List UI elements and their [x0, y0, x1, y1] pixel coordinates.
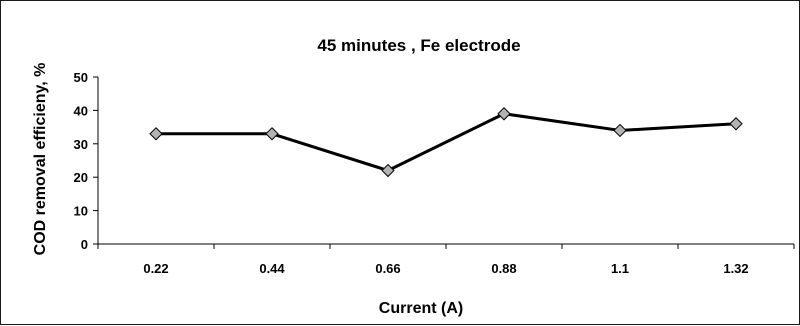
- y-tick-label: 30: [74, 137, 88, 152]
- data-point: [613, 123, 627, 138]
- y-tick-label: 20: [74, 170, 88, 185]
- chart-title: 45 minutes , Fe electrode: [317, 36, 520, 55]
- x-axis-label: Current (A): [379, 300, 463, 317]
- data-point: [729, 117, 743, 131]
- axes: [97, 77, 794, 245]
- x-tick-label: 0.88: [491, 261, 516, 276]
- y-axis-label: COD removal efficieny, %: [32, 63, 49, 256]
- x-tick-label: 1.32: [723, 261, 748, 276]
- data-point: [497, 107, 511, 121]
- y-tick-label: 0: [81, 237, 88, 252]
- x-tick-label: 0.44: [259, 261, 285, 276]
- series-line: [156, 112, 737, 173]
- data-point: [381, 163, 395, 178]
- x-ticks: 0.22 0.44 0.66 0.88 1.1 1.32: [97, 244, 795, 276]
- y-tick-label: 50: [74, 70, 88, 85]
- x-tick-label: 0.22: [143, 261, 168, 276]
- x-tick-label: 1.1: [611, 261, 629, 276]
- series-layer: [149, 107, 743, 178]
- data-point: [265, 127, 279, 141]
- y-ticks: 0 10 20 30 40 50: [74, 70, 98, 252]
- x-tick-label: 0.66: [375, 261, 400, 276]
- data-point: [149, 127, 163, 141]
- y-tick-label: 40: [74, 103, 88, 118]
- y-tick-label: 10: [74, 204, 88, 219]
